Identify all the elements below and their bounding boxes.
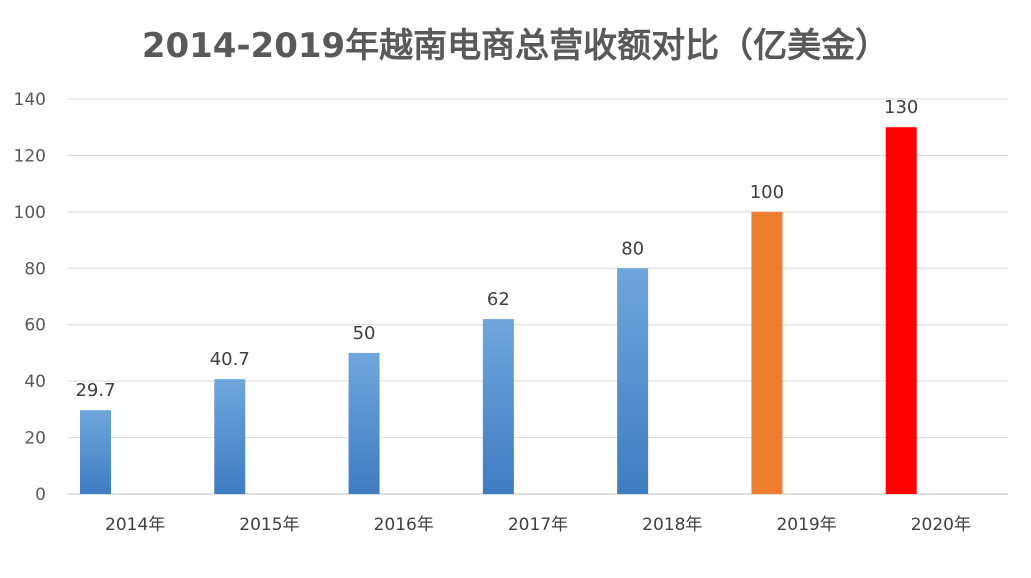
x-tick-label: 2018年 [642, 515, 702, 535]
y-tick-label: 40 [24, 372, 46, 392]
data-label: 100 [750, 182, 784, 203]
data-labels: 29.7 40.7 50 62 80 100 130 [75, 97, 918, 401]
x-tick-label: 2015年 [239, 515, 299, 535]
bar [482, 319, 514, 494]
y-axis: 0 20 40 60 80 100 120 140 [14, 90, 46, 505]
x-tick-label: 2020年 [911, 515, 971, 535]
y-tick-label: 20 [24, 429, 46, 449]
y-tick-label: 140 [14, 90, 46, 110]
y-tick-label: 80 [24, 259, 46, 279]
x-tick-label: 2014年 [105, 515, 165, 535]
bars [80, 127, 917, 494]
x-tick-label: 2016年 [374, 515, 434, 535]
y-tick-label: 100 [14, 203, 46, 223]
bar [80, 410, 111, 494]
bar [751, 211, 783, 494]
bar [348, 352, 380, 494]
gridlines [68, 98, 1008, 495]
x-tick-label: 2019年 [776, 515, 836, 535]
bar [617, 268, 649, 494]
bar [885, 127, 917, 494]
data-label: 29.7 [75, 380, 115, 401]
data-label: 50 [353, 323, 376, 344]
x-tick-label: 2017年 [508, 515, 568, 535]
data-label: 130 [884, 97, 918, 118]
chart-title: 2014-2019年越南电商总营收额对比（亿美金） [141, 26, 890, 66]
y-tick-label: 60 [24, 316, 46, 336]
bar [214, 379, 246, 494]
y-tick-label: 120 [14, 146, 46, 166]
data-label: 62 [487, 289, 510, 310]
y-tick-label: 0 [35, 485, 46, 505]
data-label: 40.7 [210, 349, 250, 370]
data-label: 80 [621, 238, 644, 259]
x-axis: 2014年 2015年 2016年 2017年 2018年 2019年 2020年 [105, 515, 971, 535]
